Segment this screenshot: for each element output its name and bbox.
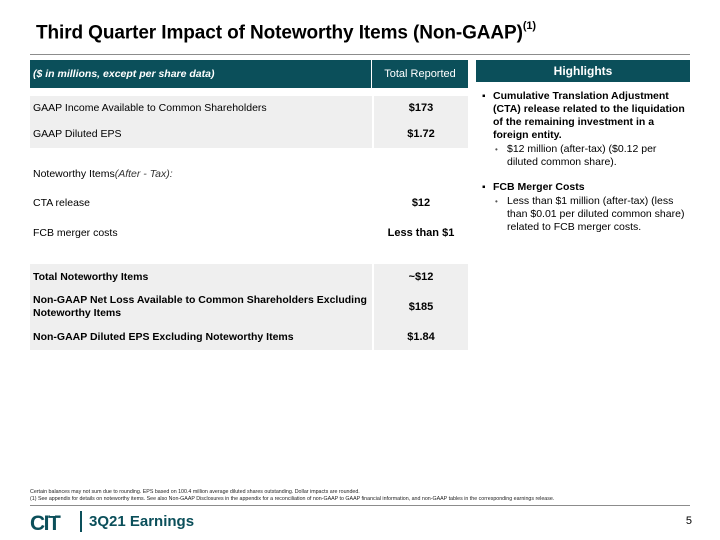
highlight-item: FCB Merger Costs	[482, 181, 690, 194]
row-value: $173	[372, 96, 468, 119]
row-value: $1.84	[372, 324, 468, 350]
footnote-1: (1) See appendix for details on notewort…	[30, 496, 555, 502]
row-value: $185	[372, 290, 468, 324]
table-row: Noteworthy Items (After - Tax):	[30, 160, 468, 188]
table-row: CTA release $12	[30, 188, 468, 218]
title-divider	[30, 54, 690, 55]
row-value: ~$12	[372, 264, 468, 290]
slide-title: Third Quarter Impact of Noteworthy Items…	[36, 20, 536, 44]
row-value	[372, 160, 468, 188]
table-header-total-reported: Total Reported	[384, 68, 456, 80]
highlight-item: Cumulative Translation Adjustment (CTA) …	[482, 90, 690, 142]
table-row: GAAP Income Available to Common Sharehol…	[30, 96, 468, 119]
row-value: $12	[411, 197, 431, 209]
row-label: Non-GAAP Diluted EPS Excluding Noteworth…	[30, 324, 372, 350]
row-label: Noteworthy Items (After - Tax):	[33, 168, 173, 180]
row-label: Non-GAAP Net Loss Available to Common Sh…	[30, 290, 372, 324]
footer-title: 3Q21 Earnings	[89, 513, 195, 530]
row-label: GAAP Diluted EPS	[30, 119, 372, 148]
highlight-subitem: Less than $1 million (after-tax) (less t…	[482, 195, 690, 234]
row-label: FCB merger costs	[33, 227, 118, 239]
row-value: $1.72	[372, 119, 468, 148]
table-row: Non-GAAP Net Loss Available to Common Sh…	[30, 290, 468, 324]
footer-divider	[30, 505, 690, 506]
table-row: Total Noteworthy Items ~$12	[30, 264, 468, 290]
footnote-rounding: Certain balances may not sum due to roun…	[30, 489, 360, 495]
svg-text:CIT: CIT	[30, 512, 61, 533]
noteworthy-items-table: ($ in millions, except per share data) T…	[30, 60, 468, 350]
highlight-subitem: $12 million (after-tax) ($0.12 per dilut…	[482, 143, 690, 169]
row-label: Total Noteworthy Items	[30, 264, 372, 290]
page-number: 5	[685, 515, 692, 527]
cit-logo-icon: CIT	[30, 512, 63, 533]
row-label: GAAP Income Available to Common Sharehol…	[30, 96, 372, 119]
table-row: GAAP Diluted EPS $1.72	[30, 119, 468, 148]
highlights-panel: Highlights Cumulative Translation Adjust…	[476, 60, 690, 234]
highlights-header: Highlights	[476, 60, 690, 82]
footer-separator	[80, 511, 82, 532]
table-header-row: ($ in millions, except per share data) T…	[30, 60, 468, 88]
row-value: Less than $1	[387, 227, 455, 239]
table-header-label: ($ in millions, except per share data)	[30, 60, 372, 88]
table-row: Non-GAAP Diluted EPS Excluding Noteworth…	[30, 324, 468, 350]
footnotes: Certain balances may not sum due to roun…	[30, 489, 695, 503]
title-footnote-marker: (1)	[522, 20, 536, 32]
table-row: FCB merger costs Less than $1	[30, 218, 468, 248]
row-label: CTA release	[33, 197, 90, 209]
